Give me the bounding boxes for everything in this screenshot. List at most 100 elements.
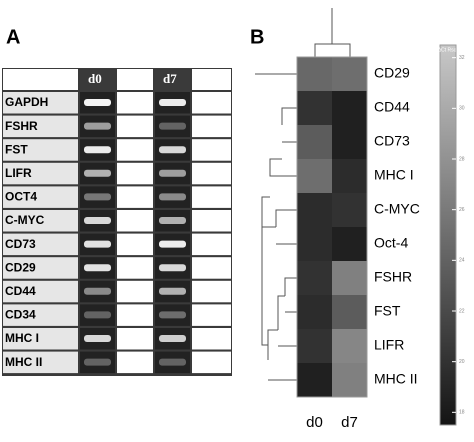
blank-cell [117,162,153,185]
gene-label: MHC I [5,331,39,345]
blank-cell [117,233,153,256]
gene-label: FST [5,142,28,156]
heatmap-cell [332,261,367,295]
panel-label: A [6,26,20,48]
blank-cell [117,92,153,114]
colorbar-title: ΔCt Rsc [438,47,457,53]
band [84,99,111,106]
blank-cell [192,162,231,185]
band [84,240,111,248]
heatmap: 18 20 22 24 26 28 30 32 CD29 CD44 CD73 MHC I C-MYC Oc… [296,55,465,431]
dendrogram [255,8,351,381]
blank-cell [192,210,231,232]
header-cell [192,69,231,90]
colorbar-tick-label: 26 [459,207,465,213]
band [84,146,111,154]
band [84,311,111,319]
band [159,169,186,177]
colorbar-tick-label: 24 [459,258,465,264]
gene-label: CD73 [5,237,36,251]
gene-label: C-MYC [5,213,45,227]
band [159,335,186,342]
blank-cell [192,92,231,114]
band [84,358,111,366]
colorbar-tick-label: 32 [459,55,465,61]
row-label: FSHR [374,269,412,285]
gene-cell [3,280,78,303]
gene-cell [3,186,78,208]
band [159,193,186,201]
heatmap-cell [332,57,367,91]
heatmap-cell [297,125,332,159]
gene-label: OCT4 [5,190,37,204]
heatmap-cell [297,295,332,329]
gene-cell [3,162,78,185]
blank-cell [192,115,231,138]
row-label: CD44 [374,99,410,115]
gene-cell [3,115,78,138]
row-label: CD73 [374,133,410,149]
gene-cell [3,328,78,350]
gene-cell [3,257,78,279]
band [84,335,111,342]
row-label: MHC I [374,167,414,183]
band [84,122,111,130]
colorbar-tick-label: 30 [459,106,465,112]
blank-cell [192,233,231,256]
row-label: FST [374,303,401,319]
gene-cell [3,233,78,256]
heatmap-cell [297,91,332,125]
header-cell [117,69,153,90]
band [159,264,186,272]
heatmap-cell [332,159,367,193]
blank-cell [192,186,231,208]
blank-cell [117,210,153,232]
band [159,358,186,366]
band [84,287,111,295]
heatmap-cell [297,363,332,397]
blank-cell [117,328,153,350]
blank-cell [192,139,231,161]
band [84,217,111,224]
band [159,146,186,154]
header-cell [3,69,78,90]
gene-cell [3,351,78,374]
colorbar-tick-label: 22 [459,308,465,314]
heatmap-cell [297,261,332,295]
gene-cell [3,92,78,114]
gene-label: MHC II [5,355,42,369]
gene-label: FSHR [5,119,38,133]
blank-cell [192,351,231,374]
blank-cell [117,139,153,161]
heatmap-cell [332,295,367,329]
heatmap-cell [332,329,367,363]
column-label: d0 [88,71,102,86]
band [159,217,186,224]
panel-label: B [250,26,264,48]
row-label: LIFR [374,337,404,353]
column-label: d7 [163,71,177,86]
row-label: MHC II [374,371,418,387]
gene-label: CD44 [5,284,36,298]
gene-label: GAPDH [5,95,48,109]
gene-label: CD34 [5,308,36,322]
band [159,311,186,319]
blank-cell [192,280,231,303]
band [84,264,111,272]
blank-cell [192,328,231,350]
colorbar-tick-label: 20 [459,359,465,365]
blank-cell [117,304,153,326]
column-label: d0 [306,414,323,431]
heatmap-cell [332,125,367,159]
gene-label: LIFR [5,166,32,180]
row-label: Oct-4 [374,235,408,251]
heatmap-cell [297,227,332,261]
row-label: CD29 [374,65,410,81]
band [159,240,186,248]
heatmap-cell [297,159,332,193]
band [159,99,186,106]
blank-cell [117,280,153,303]
blank-cell [192,257,231,279]
colorbar-tick-label: 28 [459,156,465,162]
